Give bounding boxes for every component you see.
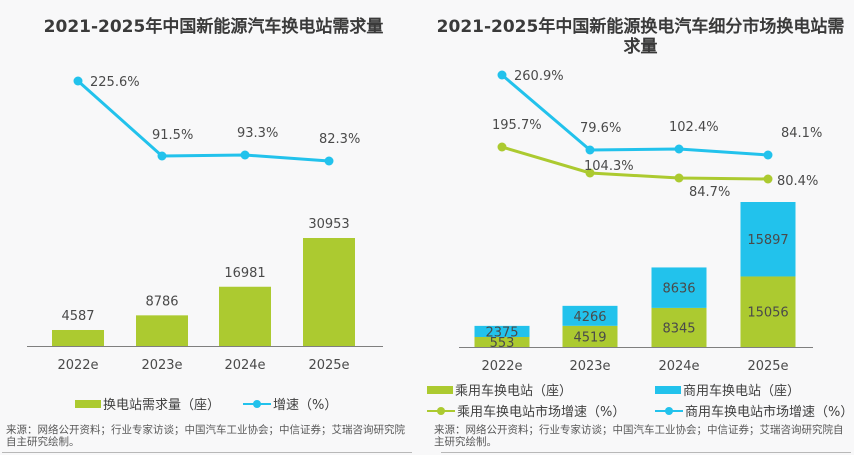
commercial-value-label: 2375	[485, 325, 518, 340]
passenger-growth-label: 84.7%	[689, 185, 730, 200]
commercial-value-label: 8636	[662, 282, 695, 297]
passenger-growth-label: 104.3%	[584, 159, 634, 174]
bar-passenger-2023e	[562, 325, 618, 347]
legend-item-passenger: 乘用车换电站（座）	[427, 380, 572, 399]
right-chart-panel: 2021-2025年中国新能源换电汽车细分市场换电站需求量 553 2375 202…	[427, 0, 854, 455]
growth-value-label: 93.3%	[237, 126, 278, 141]
growth-point-2022e	[73, 76, 83, 86]
x-tick-label: 2024e	[224, 358, 265, 373]
passenger-growth-point-2022e	[497, 142, 507, 152]
legend-label: 换电站需求量（座）	[103, 398, 221, 413]
bar-2025e	[303, 238, 355, 346]
legend-label: 乘用车换电站（座）	[455, 384, 573, 399]
left-chart: 4587 2022e 8786 2023e 16981 2024e 30953 2025e 22…	[27, 75, 383, 373]
growth-value-label: 225.6%	[90, 75, 140, 90]
x-tick-label: 2023e	[569, 359, 610, 374]
legend-item-demand: 换电站需求量（座）	[75, 394, 220, 413]
commercial-growth-label: 84.1%	[781, 126, 822, 141]
passenger-growth-point-2024e	[674, 173, 684, 183]
x-tick-label: 2023e	[141, 358, 182, 373]
growth-value-label: 91.5%	[152, 128, 193, 143]
commercial-growth-label: 79.6%	[580, 121, 621, 136]
right-legend: 乘用车换电站（座） 商用车换电站（座） 乘用车换电站市场增速（%） 商用车换电站…	[427, 380, 854, 420]
commercial-growth-point-2024e	[674, 144, 684, 154]
commercial-growth-line	[501, 73, 769, 157]
x-tick-label: 2025e	[747, 359, 788, 374]
bar-passenger-2024e	[651, 307, 707, 347]
x-tick-label: 2025e	[308, 358, 349, 373]
legend-label: 增速（%）	[273, 398, 338, 413]
bar-commercial-2023e	[562, 305, 618, 326]
blue-line-marker-icon	[243, 399, 271, 409]
passenger-value-label: 15056	[747, 306, 788, 321]
growth-point-2025e	[324, 156, 334, 166]
passenger-value-label: 553	[490, 336, 515, 351]
passenger-growth-line	[501, 145, 769, 181]
legend-item-growth: 增速（%）	[243, 394, 337, 413]
commercial-growth-label: 260.9%	[514, 69, 564, 84]
green-bar-swatch-icon	[75, 399, 101, 408]
passenger-growth-point-2025e	[763, 174, 773, 184]
right-source-note: 来源：网络公开资料；行业专家访谈；中国汽车工业协会；中信证券；艾瑞咨询研究院自主…	[434, 424, 844, 448]
commercial-growth-point-2022e	[497, 70, 507, 80]
commercial-growth-point-2025e	[763, 150, 773, 160]
bar-value-label: 30953	[308, 217, 349, 232]
commercial-growth-point-2023e	[585, 145, 595, 155]
commercial-growth-label: 102.4%	[669, 120, 719, 135]
left-chart-panel: 2021-2025年中国新能源汽车换电站需求量 4587 2022e 8786 202…	[2, 17, 412, 453]
passenger-growth-point-2023e	[585, 168, 595, 178]
legend-label: 乘用车换电站市场增速（%）	[457, 405, 626, 420]
passenger-value-label: 8345	[662, 321, 695, 336]
x-tick-label: 2022e	[481, 359, 522, 374]
legend-item-commercial-growth: 商用车换电站市场增速（%）	[655, 401, 853, 420]
left-divider	[2, 452, 412, 453]
right-divider	[441, 452, 851, 453]
bar-value-label: 8786	[145, 294, 178, 309]
passenger-growth-label: 80.4%	[777, 174, 818, 189]
commercial-value-label: 15897	[747, 233, 788, 248]
passenger-value-label: 4519	[573, 330, 606, 345]
bar-commercial-2022e	[474, 325, 530, 337]
bar-2024e	[219, 286, 271, 346]
growth-point-2023e	[157, 151, 167, 161]
bar-passenger-2022e	[474, 337, 530, 347]
x-tick-label: 2024e	[658, 359, 699, 374]
bar-passenger-2025e	[740, 276, 796, 347]
legend-item-passenger-growth: 乘用车换电站市场增速（%）	[427, 401, 625, 420]
legend-label: 商用车换电站（座）	[683, 384, 801, 399]
legend-item-commercial: 商用车换电站（座）	[655, 380, 800, 399]
blue-line-marker-icon	[655, 406, 683, 416]
legend-label: 商用车换电站市场增速（%）	[685, 405, 854, 420]
x-tick-label: 2022e	[57, 358, 98, 373]
green-bar-swatch-icon	[427, 385, 453, 394]
left-chart-title: 2021-2025年中国新能源汽车换电站需求量	[43, 17, 384, 37]
passenger-growth-label: 195.7%	[492, 118, 542, 133]
growth-point-2024e	[240, 150, 250, 160]
bar-2022e	[52, 329, 104, 346]
bar-value-label: 4587	[61, 309, 94, 324]
bar-commercial-2024e	[651, 267, 707, 308]
green-line-marker-icon	[427, 406, 455, 416]
left-source-note: 来源：网络公开资料；行业专家访谈；中国汽车工业协会；中信证券；艾瑞咨询研究院自主…	[6, 424, 405, 448]
growth-line	[77, 79, 330, 163]
blue-bar-swatch-icon	[655, 385, 681, 394]
bar-value-label: 16981	[224, 266, 265, 281]
right-chart-title: 2021-2025年中国新能源换电汽车细分市场换电站需求量	[436, 17, 845, 57]
bar-2023e	[136, 315, 188, 346]
commercial-value-label: 4266	[573, 310, 606, 325]
growth-value-label: 82.3%	[319, 132, 360, 147]
bar-commercial-2025e	[740, 202, 796, 277]
